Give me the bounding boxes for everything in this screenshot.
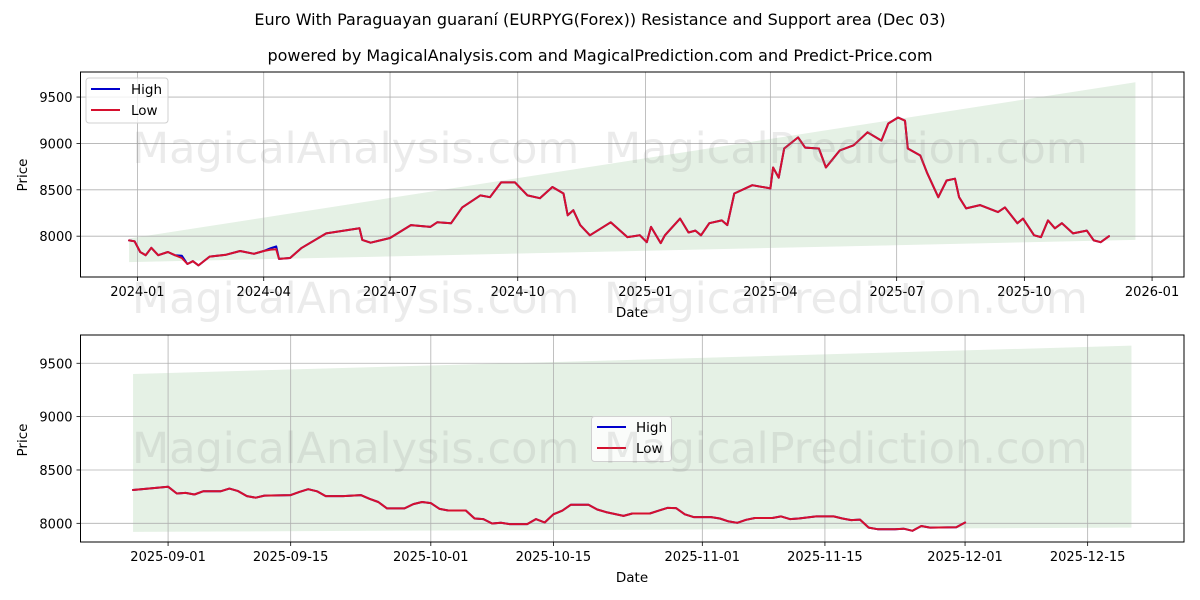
x-tick-label: 2025-09-15 [253,550,329,565]
x-tick-label: 2025-04 [743,285,797,300]
x-tick-label: 2024-04 [237,285,291,300]
x-tick-label: 2025-09-01 [130,550,206,565]
axis-ticks: 2025-09-01 2025-09-15 2025-10-01 2025-10-15… [39,357,1125,565]
watermark-prediction: MagicalPrediction.com [604,274,1088,324]
chart-title: Euro With Paraguayan guaraní (EURPYG(For… [254,10,946,29]
x-axis-label: Date [616,570,648,586]
x-tick-label: 2025-11-15 [787,550,863,565]
chart-subtitle: powered by MagicalAnalysis.com and Magic… [267,46,933,65]
grid-lines [80,72,1184,277]
legend: High Low [85,77,169,124]
y-axis-label: Price [15,159,31,192]
x-tick-label: 2024-01 [110,285,164,300]
low-series-line [132,485,967,532]
axis-ticks: 2024-01 2024-04 2024-07 2024-10 2025-01 2025-… [39,91,1179,300]
y-tick-label: 9500 [39,91,72,106]
watermark-analysis: MagicalAnalysis.com [132,274,579,324]
price-lines [128,116,1110,267]
grid-lines [80,335,1184,542]
watermark-analysis: MagicalAnalysis.com [132,424,579,474]
x-tick-label: 2025-12-15 [1050,550,1126,565]
legend-low-label: Low [131,103,158,119]
y-tick-label: 8000 [39,517,72,532]
x-tick-label: 2025-10-15 [516,550,592,565]
y-tick-label: 9500 [39,357,72,372]
y-tick-label: 9000 [39,411,72,426]
x-tick-label: 2025-10 [997,285,1051,300]
y-tick-label: 9000 [39,137,72,152]
x-axis-label: Date [616,305,648,321]
y-tick-label: 8500 [39,184,72,199]
history-chart: 2024-01 2024-04 2024-07 2024-10 2025-01 2025-… [15,71,1185,321]
watermark-prediction: MagicalPrediction.com [604,424,1088,474]
x-tick-label: 2025-10-01 [393,550,469,565]
x-tick-label: 2025-01 [618,285,672,300]
y-tick-label: 8500 [39,464,72,479]
price-lines [132,485,967,532]
x-tick-label: 2024-10 [491,285,545,300]
x-tick-label: 2025-11-01 [665,550,741,565]
legend-high-label: High [131,82,162,98]
legend-high-label: High [636,420,667,436]
watermark-analysis: MagicalAnalysis.com [132,124,579,174]
legend: High Low [591,416,672,462]
axes-frame [80,71,1185,278]
watermark-prediction: MagicalPrediction.com [604,124,1088,174]
x-tick-label: 2025-12-01 [927,550,1003,565]
x-tick-label: 2025-07 [870,285,924,300]
watermarks: MagicalAnalysis.com MagicalPrediction.co… [132,124,1088,474]
x-tick-label: 2024-07 [363,285,417,300]
band-area [129,82,1136,263]
legend-low-label: Low [636,441,663,457]
low-series-line [128,116,1110,267]
axes-frame [80,334,1185,543]
x-tick-label: 2026-01 [1125,285,1179,300]
support-resistance-band [129,82,1136,263]
y-axis-label: Price [15,424,31,457]
recent-chart: 2025-09-01 2025-09-15 2025-10-01 2025-10-15… [15,334,1185,586]
y-tick-label: 8000 [39,230,72,245]
